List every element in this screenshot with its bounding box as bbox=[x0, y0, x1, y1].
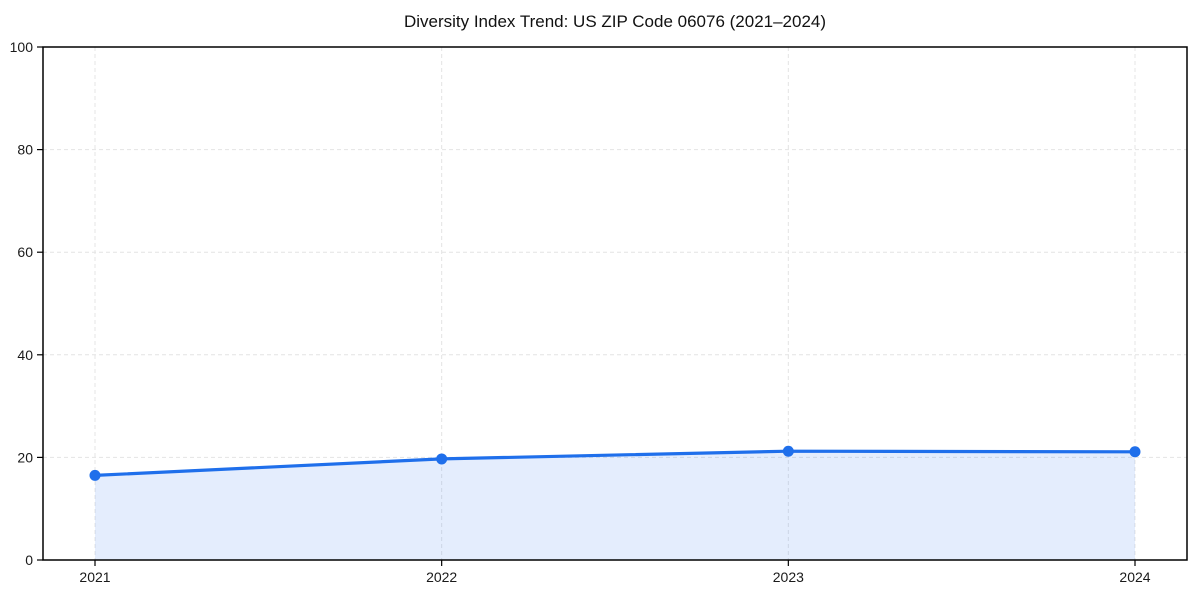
y-tick-label: 80 bbox=[17, 142, 33, 158]
x-tick-label: 2023 bbox=[773, 569, 804, 585]
data-point-marker bbox=[436, 453, 448, 465]
area-fill bbox=[95, 451, 1135, 560]
data-point-marker bbox=[89, 469, 101, 481]
x-tick-label: 2024 bbox=[1119, 569, 1150, 585]
chart-title: Diversity Index Trend: US ZIP Code 06076… bbox=[403, 12, 827, 31]
x-tick-label: 2022 bbox=[426, 569, 457, 585]
y-tick-label: 100 bbox=[10, 39, 34, 55]
data-point-marker bbox=[782, 445, 794, 457]
y-tick-label: 60 bbox=[17, 244, 33, 260]
y-tick-label: 20 bbox=[17, 449, 33, 465]
x-tick-label: 2021 bbox=[79, 569, 110, 585]
plot-border bbox=[42, 46, 1188, 561]
data-point-marker bbox=[1129, 446, 1141, 458]
y-tick-label: 40 bbox=[17, 347, 33, 363]
trend-line bbox=[93, 449, 1137, 477]
y-tick-label: 0 bbox=[25, 552, 33, 568]
